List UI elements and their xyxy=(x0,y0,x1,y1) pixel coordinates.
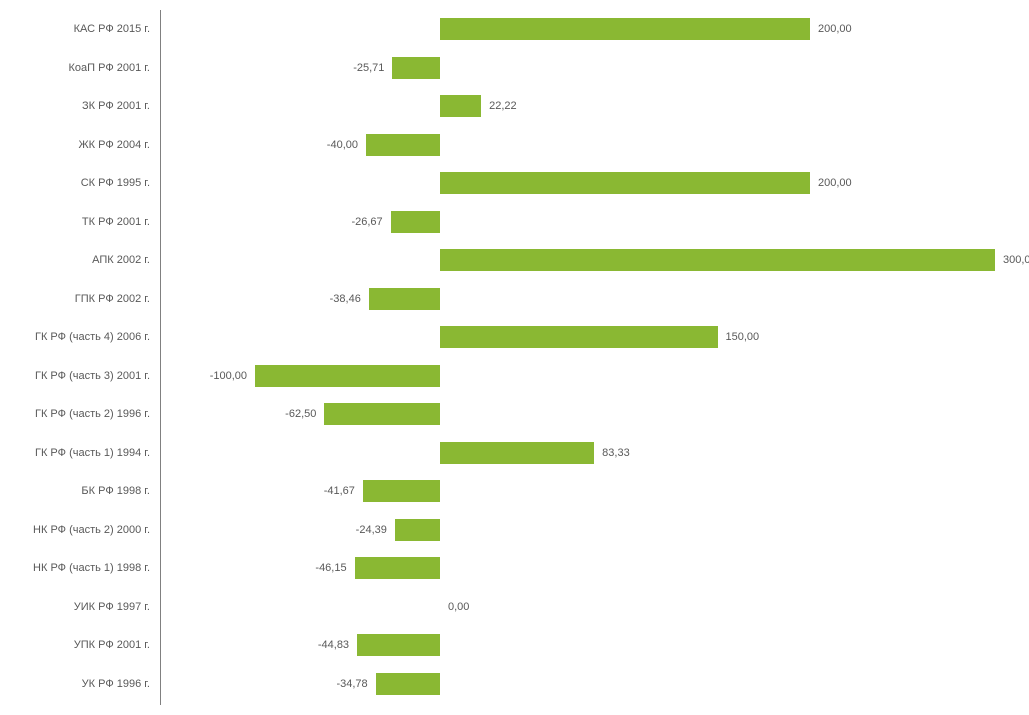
chart-row: КАС РФ 2015 г. 200,00 xyxy=(0,18,1029,40)
value-label: -44,83 xyxy=(318,639,349,651)
chart-row: УПК РФ 2001 г. -44,83 xyxy=(0,634,1029,656)
chart-row: ТК РФ 2001 г. -26,67 xyxy=(0,211,1029,233)
category-label: НК РФ (часть 2) 2000 г. xyxy=(0,524,150,536)
category-label: КАС РФ 2015 г. xyxy=(0,23,150,35)
chart-row: УК РФ 1996 г. -34,78 xyxy=(0,673,1029,695)
bar xyxy=(440,442,594,464)
value-label: -38,46 xyxy=(330,293,361,305)
value-label: -46,15 xyxy=(315,562,346,574)
bar xyxy=(255,365,440,387)
value-label: -26,67 xyxy=(351,216,382,228)
category-label: ГК РФ (часть 2) 1996 г. xyxy=(0,408,150,420)
bar xyxy=(366,134,440,156)
category-label: БК РФ 1998 г. xyxy=(0,485,150,497)
category-label: ГК РФ (часть 4) 2006 г. xyxy=(0,331,150,343)
chart-row: ГК РФ (часть 2) 1996 г. -62,50 xyxy=(0,403,1029,425)
category-label: СК РФ 1995 г. xyxy=(0,177,150,189)
bar xyxy=(357,634,440,656)
bar xyxy=(440,172,810,194)
chart-row: АПК 2002 г. 300,00 xyxy=(0,249,1029,271)
chart-row: НК РФ (часть 2) 2000 г. -24,39 xyxy=(0,519,1029,541)
value-label: -24,39 xyxy=(356,524,387,536)
chart-row: СК РФ 1995 г. 200,00 xyxy=(0,172,1029,194)
value-label: 22,22 xyxy=(489,100,517,112)
chart-row: НК РФ (часть 1) 1998 г. -46,15 xyxy=(0,557,1029,579)
bar xyxy=(440,18,810,40)
bar-chart: КАС РФ 2015 г. 200,00 КоаП РФ 2001 г. -25,7… xyxy=(0,0,1029,715)
chart-row: УИК РФ 1997 г. 0,00 xyxy=(0,596,1029,618)
value-label: 300,00 xyxy=(1003,254,1029,266)
bar xyxy=(376,673,440,695)
bar xyxy=(392,57,440,79)
chart-row: ГК РФ (часть 4) 2006 г. 150,00 xyxy=(0,326,1029,348)
value-label: -100,00 xyxy=(210,370,247,382)
value-label: 200,00 xyxy=(818,23,852,35)
value-label: -25,71 xyxy=(353,62,384,74)
category-label: УПК РФ 2001 г. xyxy=(0,639,150,651)
category-label: КоаП РФ 2001 г. xyxy=(0,62,150,74)
bar xyxy=(324,403,440,425)
category-label: ГПК РФ 2002 г. xyxy=(0,293,150,305)
value-label: -41,67 xyxy=(324,485,355,497)
value-label: 200,00 xyxy=(818,177,852,189)
value-label: 150,00 xyxy=(726,331,760,343)
value-label: 0,00 xyxy=(448,601,469,613)
value-label: -34,78 xyxy=(336,678,367,690)
category-label: ЖК РФ 2004 г. xyxy=(0,139,150,151)
category-label: ГК РФ (часть 3) 2001 г. xyxy=(0,370,150,382)
bar xyxy=(440,95,481,117)
value-label: -40,00 xyxy=(327,139,358,151)
value-label: 83,33 xyxy=(602,447,630,459)
bar xyxy=(363,480,440,502)
category-label: ТК РФ 2001 г. xyxy=(0,216,150,228)
chart-row: ЖК РФ 2004 г. -40,00 xyxy=(0,134,1029,156)
bar xyxy=(355,557,440,579)
category-label: НК РФ (часть 1) 1998 г. xyxy=(0,562,150,574)
chart-row: ГК РФ (часть 1) 1994 г. 83,33 xyxy=(0,442,1029,464)
category-label: ГК РФ (часть 1) 1994 г. xyxy=(0,447,150,459)
value-label: -62,50 xyxy=(285,408,316,420)
bar xyxy=(395,519,440,541)
category-label: ЗК РФ 2001 г. xyxy=(0,100,150,112)
category-label: АПК 2002 г. xyxy=(0,254,150,266)
chart-row: БК РФ 1998 г. -41,67 xyxy=(0,480,1029,502)
bar xyxy=(391,211,440,233)
category-label: УИК РФ 1997 г. xyxy=(0,601,150,613)
chart-row: КоаП РФ 2001 г. -25,71 xyxy=(0,57,1029,79)
chart-row: ЗК РФ 2001 г. 22,22 xyxy=(0,95,1029,117)
chart-row: ГК РФ (часть 3) 2001 г. -100,00 xyxy=(0,365,1029,387)
category-label: УК РФ 1996 г. xyxy=(0,678,150,690)
bar xyxy=(440,249,995,271)
bar xyxy=(369,288,440,310)
bar xyxy=(440,326,718,348)
chart-row: ГПК РФ 2002 г. -38,46 xyxy=(0,288,1029,310)
